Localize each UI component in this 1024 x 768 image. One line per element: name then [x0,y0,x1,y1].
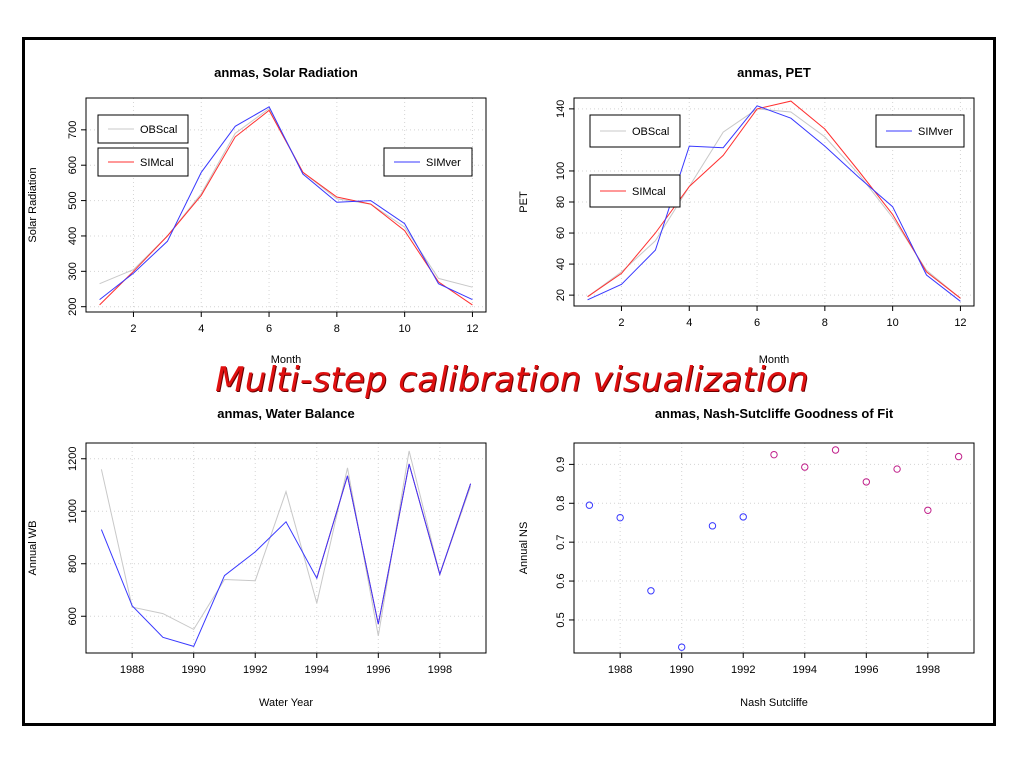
plot-frame [85,97,487,313]
series-line-obs [100,450,472,636]
chart-title: anmas, PET [737,65,811,80]
x-axis-label: Month [759,354,790,366]
x-tick-label: 1998 [428,664,452,676]
data-point-simcal [954,452,963,461]
legend-obscal: OBScal [97,114,189,144]
legend-simcal: SIMcal [589,174,681,208]
chart-wb: 1988 1990 1992 1994 1996 1998 600 800 1000 1200 an… [27,406,487,709]
y-tick-label: 20 [555,289,567,301]
legend-simcal: SIMcal [97,147,189,177]
series-line-simcal [587,100,961,299]
y-tick-label: 140 [555,100,567,118]
chart-title: anmas, Nash-Sutcliffe Goodness of Fit [655,406,894,421]
y-tick-label: 300 [67,262,79,280]
legend-label: SIMver [918,126,953,138]
data-point-simver [585,501,594,509]
chart-ns: 1988 1990 1992 1994 1996 1998 0.5 0.6 0.7 0.8 0.9 a… [518,406,975,709]
data-point-simver [616,513,624,522]
x-tick-label: 6 [754,317,760,329]
x-tick-label: 1988 [120,664,144,676]
legend-label: SIMcal [140,157,174,169]
y-tick-label: 0.7 [555,535,567,550]
y-tick-label: 80 [555,196,567,208]
series-line-obscal [587,108,961,299]
x-tick-label: 4 [686,317,692,329]
data-point-simcal [831,446,840,454]
series-line-simver [587,105,961,302]
x-tick-label: 1992 [731,664,755,676]
series-line-simver [99,106,473,301]
x-axis-label: Month [271,354,302,366]
chart-pet: 2 4 6 8 10 12 20 40 60 80 100 140 anmas, PET Month PET… [518,65,975,366]
chart-title: anmas, Water Balance [217,406,355,421]
x-tick-label: 1994 [305,664,329,676]
data-point-simcal [770,450,778,459]
x-tick-label: 8 [334,323,340,335]
y-axis-label: Solar Radiation [27,167,39,242]
x-tick-label: 10 [399,323,411,335]
plot-frame [85,442,487,654]
x-tick-label: 4 [198,323,204,335]
legend-label: SIMver [426,157,461,169]
x-axis-label: Nash Sutcliffe [740,697,808,709]
y-axis-label: Annual WB [27,520,39,575]
y-axis-label: PET [518,191,530,213]
data-point-simver [739,513,747,521]
y-tick-label: 1000 [67,499,79,523]
x-tick-label: 2 [618,317,624,329]
data-point-simver [708,522,717,530]
y-tick-label: 400 [67,227,79,245]
chart-title: anmas, Solar Radiation [214,65,358,80]
x-tick-label: 12 [466,323,478,335]
y-tick-label: 500 [67,191,79,209]
x-tick-label: 1992 [243,664,267,676]
y-tick-label: 800 [67,555,79,573]
plot-frame [573,442,975,654]
y-tick-label: 0.8 [555,496,567,511]
x-axis-label: Water Year [259,697,313,709]
x-tick-label: 8 [822,317,828,329]
x-tick-label: 12 [954,317,966,329]
data-point-simver [647,587,655,595]
x-tick-label: 1990 [669,664,693,676]
y-tick-label: 100 [555,162,567,180]
legend-label: OBScal [140,124,177,136]
x-tick-label: 2 [130,323,136,335]
y-tick-label: 0.9 [555,457,567,472]
x-tick-label: 1990 [181,664,205,676]
y-tick-label: 60 [555,227,567,239]
legend-obscal: OBScal [589,114,681,148]
x-tick-label: 6 [266,323,272,335]
series-line-simver [100,463,472,648]
legend-label: SIMcal [632,186,666,198]
y-axis-label: Annual NS [518,522,530,575]
x-tick-label: 1996 [366,664,390,676]
x-tick-label: 1988 [608,664,632,676]
y-tick-label: 700 [67,121,79,139]
data-point-simcal [924,506,932,514]
y-tick-label: 600 [67,156,79,174]
x-tick-label: 1998 [916,664,940,676]
data-point-simcal [801,463,809,471]
legend-label: OBScal [632,126,669,138]
chart-solar: 2 4 6 8 10 12 200 300 400 500 600 700 anmas, Solar R… [27,65,487,366]
data-point-simcal [893,465,901,473]
y-tick-label: 40 [555,258,567,270]
legend-simver: SIMver [383,147,473,177]
data-point-simcal [862,478,871,486]
x-tick-label: 10 [887,317,899,329]
y-tick-label: 0.6 [555,573,567,588]
x-tick-label: 1994 [793,664,817,676]
data-point-simver [677,643,686,651]
y-tick-label: 600 [67,607,79,625]
x-tick-label: 1996 [854,664,878,676]
y-tick-label: 200 [67,298,79,316]
legend-simver: SIMver [875,114,965,148]
y-tick-label: 1200 [67,447,79,471]
y-tick-label: 0.5 [555,612,567,627]
